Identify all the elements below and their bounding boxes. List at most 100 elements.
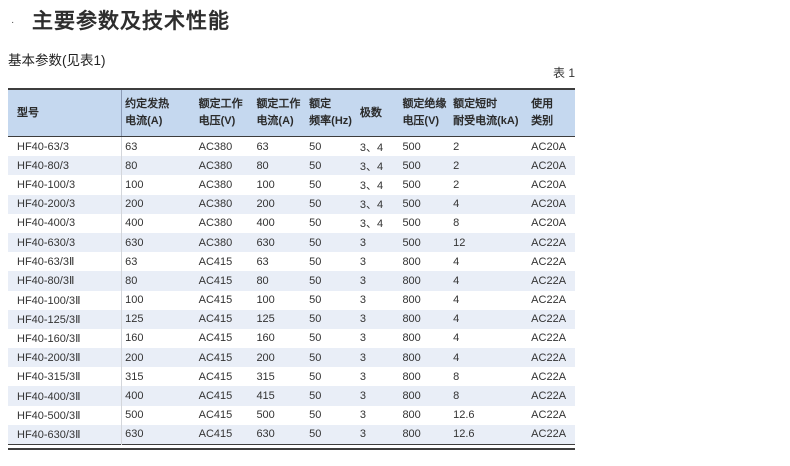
value-cell: 500 <box>402 236 421 249</box>
value-cell: AC22A <box>531 313 567 326</box>
value-cell: AC415 <box>198 332 233 345</box>
value-cell: AC380 <box>198 159 233 172</box>
model-cell: HF40-315/3Ⅱ <box>8 367 123 387</box>
value-cell: AC20A <box>531 217 567 230</box>
value-cell: 50 <box>309 313 322 326</box>
value-cell: 4 <box>453 274 460 287</box>
value-cell: AC380 <box>198 198 233 211</box>
value-cell: 100 <box>256 178 275 191</box>
value-cell: 50 <box>309 409 322 422</box>
value-cell: 630 <box>256 428 275 441</box>
value-cell: 80 <box>256 274 269 287</box>
value-cell: AC22A <box>531 274 567 287</box>
table-row: HF40-315/3Ⅱ 315 AC415 315 50 3 800 8 AC22A <box>8 367 575 387</box>
value-cell: 50 <box>309 178 322 191</box>
table-caption: 表 1 <box>552 66 575 80</box>
value-cell: AC22A <box>531 294 567 307</box>
table-body: HF40-63/3 63 AC380 63 50 3、4 500 2 AC20A HF40-80/… <box>8 136 575 445</box>
header-line: 电压(V) <box>198 115 236 127</box>
page-title: 主要参数及技术性能 <box>32 10 230 33</box>
value-cell: AC415 <box>198 409 233 422</box>
value-cell: 200 <box>256 198 275 211</box>
model-cell: HF40-200/3Ⅱ <box>8 348 123 368</box>
table-row: HF40-125/3Ⅱ 125 AC415 125 50 3 800 4 AC22A <box>8 309 575 329</box>
model-cell: HF40-500/3Ⅱ <box>8 405 123 425</box>
value-cell: 800 <box>402 390 421 403</box>
value-cell: AC20A <box>531 140 567 153</box>
value-cell: 800 <box>402 370 421 383</box>
value-cell: 3 <box>359 390 366 403</box>
value-cell: 3 <box>359 236 366 249</box>
value-cell: 500 <box>402 159 421 172</box>
value-cell: 3、4 <box>359 218 384 231</box>
value-cell: 3 <box>359 409 366 422</box>
value-cell: 315 <box>125 370 144 383</box>
header-line: 额定工作 <box>198 98 243 110</box>
value-cell: 500 <box>125 409 144 422</box>
header-line: 电流(A) <box>256 115 294 127</box>
table-header-row: 型号 约定发热 电流(A) 额定工作 电压(V) 额定工作 电流(A) 额定 <box>8 89 575 137</box>
value-cell: AC380 <box>198 236 233 249</box>
value-cell: 4 <box>453 313 460 326</box>
value-cell: 50 <box>309 428 322 441</box>
value-cell: 125 <box>256 313 275 326</box>
value-cell: 500 <box>402 198 421 211</box>
value-cell: 3 <box>359 370 366 383</box>
value-cell: 800 <box>402 294 421 307</box>
value-cell: AC415 <box>198 390 233 403</box>
value-cell: 3、4 <box>359 141 384 154</box>
table-row: HF40-100/3Ⅱ 100 AC415 100 50 3 800 4 AC22A <box>8 290 575 310</box>
value-cell: AC380 <box>198 178 233 191</box>
value-cell: 50 <box>309 332 322 345</box>
value-cell: 8 <box>453 370 460 383</box>
header-line: 额定 <box>309 98 332 110</box>
model-cell: HF40-630/3Ⅱ <box>8 424 123 445</box>
model-cell: HF40-100/3Ⅱ <box>8 290 123 310</box>
value-cell: 50 <box>309 140 322 153</box>
value-cell: 80 <box>125 274 138 287</box>
model-cell: HF40-630/3 <box>8 232 123 253</box>
value-cell: 50 <box>309 217 322 230</box>
value-cell: AC415 <box>198 428 233 441</box>
model-cell: HF40-63/3 <box>8 136 123 157</box>
value-cell: 800 <box>402 332 421 345</box>
table-row: HF40-63/3 63 AC380 63 50 3、4 500 2 AC20A <box>8 136 575 157</box>
header-line: 耐受电流(kA) <box>453 115 519 127</box>
value-cell: 800 <box>402 274 421 287</box>
value-cell: 3 <box>359 255 366 268</box>
col-header-utilization-category: 使用 类别 <box>521 89 575 137</box>
model-cell: HF40-63/3Ⅱ <box>8 252 123 272</box>
value-cell: AC20A <box>531 178 567 191</box>
header-line: 频率(Hz) <box>309 115 352 127</box>
value-cell: 50 <box>309 370 322 383</box>
col-header-rated-working-current: 额定工作 电流(A) <box>253 89 307 137</box>
value-cell: 3 <box>359 313 366 326</box>
value-cell: AC415 <box>198 294 233 307</box>
value-cell: 3 <box>359 351 366 364</box>
value-cell: AC415 <box>198 255 233 268</box>
value-cell: 50 <box>309 274 322 287</box>
table-row: HF40-400/3 400 AC380 400 50 3、4 500 8 AC20A <box>8 213 575 233</box>
value-cell: 800 <box>402 409 421 422</box>
model-cell: HF40-80/3 <box>8 156 123 176</box>
value-cell: 200 <box>256 351 275 364</box>
value-cell: AC415 <box>198 274 233 287</box>
model-cell: HF40-400/3Ⅱ <box>8 386 123 406</box>
table-row: HF40-400/3Ⅱ 400 AC415 415 50 3 800 8 AC22A <box>8 386 575 406</box>
value-cell: 800 <box>402 428 421 441</box>
header-line: 额定短时 <box>453 98 498 110</box>
model-cell: HF40-125/3Ⅱ <box>8 309 123 329</box>
value-cell: 80 <box>256 159 269 172</box>
value-cell: AC20A <box>531 159 567 172</box>
col-header-poles: 极数 <box>353 89 397 137</box>
value-cell: 100 <box>256 294 275 307</box>
value-cell: 3 <box>359 274 366 287</box>
value-cell: 315 <box>256 370 275 383</box>
value-cell: 8 <box>453 390 460 403</box>
value-cell: 2 <box>453 178 460 191</box>
value-cell: 630 <box>125 428 144 441</box>
title-bullet: · <box>11 17 15 28</box>
header-line: 使用 <box>531 98 554 110</box>
table-row: HF40-630/3Ⅱ 630 AC415 630 50 3 800 12.6 AC22A <box>8 424 575 445</box>
value-cell: 800 <box>402 255 421 268</box>
